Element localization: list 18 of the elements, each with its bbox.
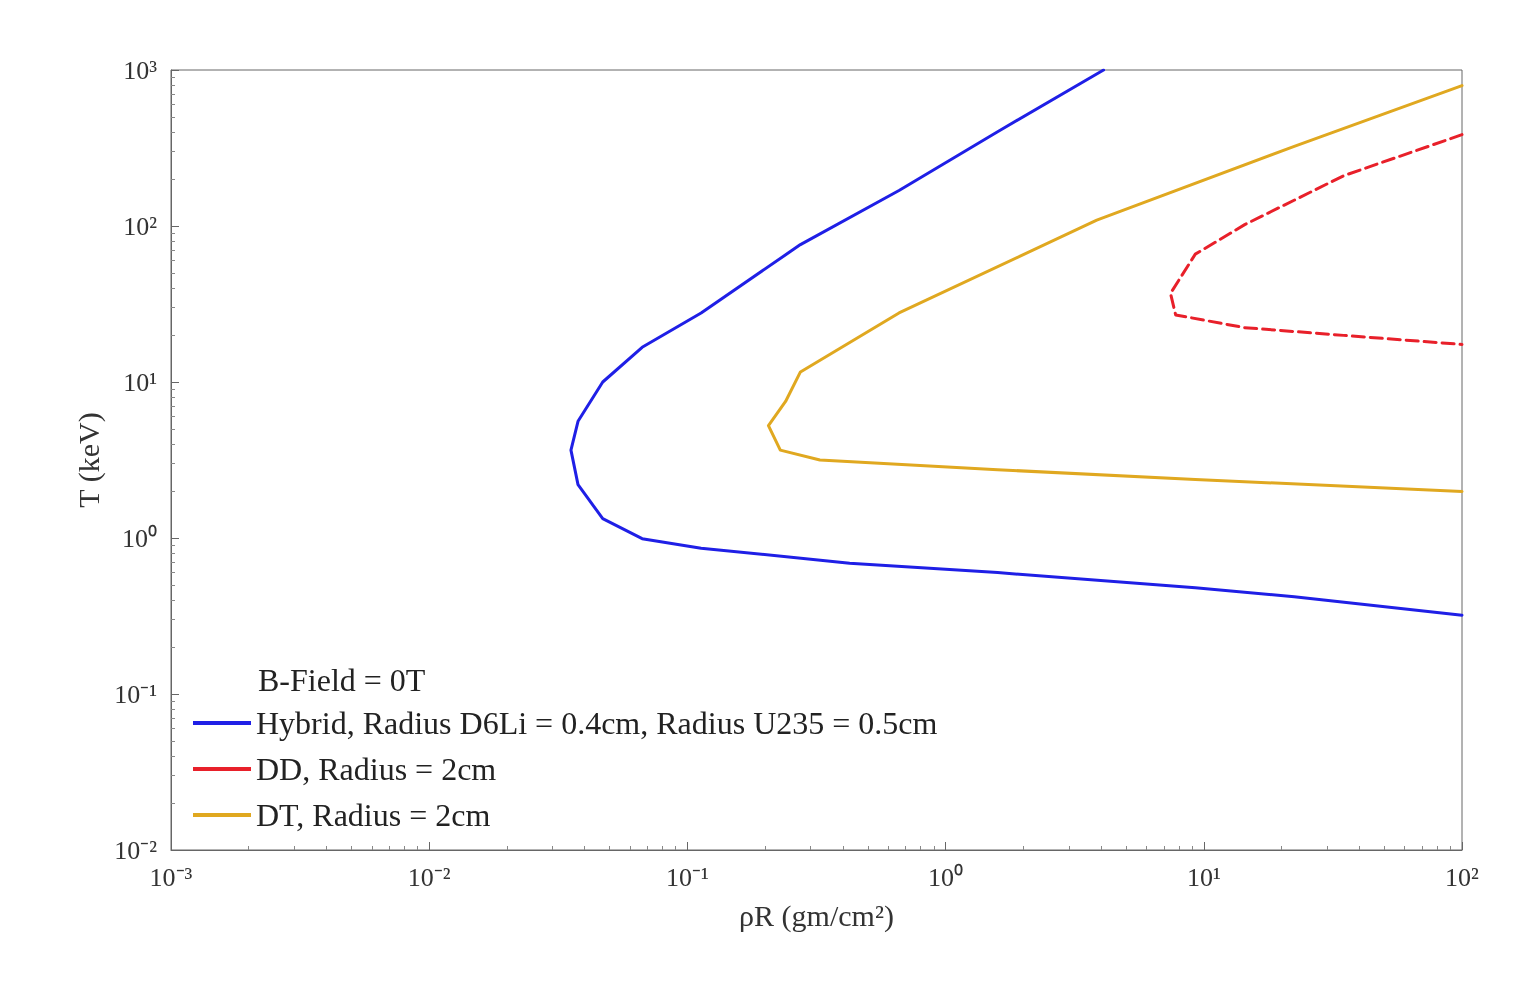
x-tick-label: 10⁻³: [149, 862, 193, 892]
y-tick-label: 10³: [123, 55, 158, 85]
x-tick-label: 10⁰: [928, 862, 964, 892]
legend-label: DT, Radius = 2cm: [256, 797, 491, 833]
y-tick-label: 10¹: [123, 367, 157, 397]
legend-label: Hybrid, Radius D6Li = 0.4cm, Radius U235 = 0.5cm: [256, 705, 938, 741]
y-tick-label: 10⁻¹: [114, 679, 157, 709]
y-axis-title: T (keV): [71, 412, 106, 508]
y-tick-label: 10²: [123, 211, 158, 241]
x-tick-label: 10¹: [1186, 862, 1221, 892]
y-tick-label: 10⁻²: [114, 835, 158, 865]
x-tick-label: 10⁻¹: [666, 862, 709, 892]
x-tick-label: 10⁻²: [407, 862, 451, 892]
x-tick-label: 10²: [1445, 862, 1480, 892]
legend-label: DD, Radius = 2cm: [256, 751, 497, 787]
x-axis-title: ρR (gm/cm²): [739, 898, 894, 933]
y-tick-label: 10⁰: [122, 523, 157, 553]
legend-title: B-Field = 0T: [258, 662, 426, 698]
